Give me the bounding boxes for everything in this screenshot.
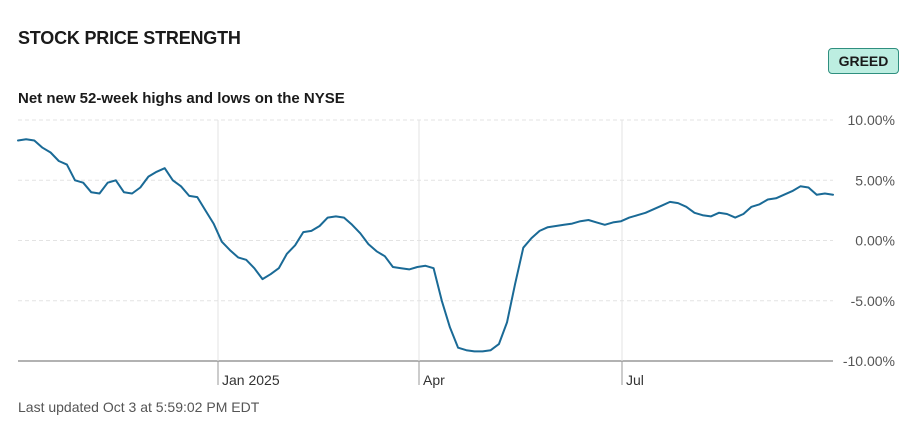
y-tick-label: 10.00% [848,112,895,128]
y-tick-label: 0.00% [855,233,895,249]
y-axis-labels: 10.00% 5.00% 0.00% -5.00% -10.00% [843,112,895,369]
line-layer [17,138,834,353]
x-tick-label: Jul [626,372,644,388]
grid-layer [18,119,833,385]
y-tick-label: -5.00% [851,293,895,309]
last-updated: Last updated Oct 3 at 5:59:02 PM EDT [18,399,260,415]
y-tick-label: 5.00% [855,172,895,188]
series-line [17,138,834,353]
y-tick-label: -10.00% [843,353,895,369]
x-axis-labels: Jan 2025 Apr Jul [222,372,644,388]
chart-subtitle: Net new 52-week highs and lows on the NY… [18,90,345,107]
x-tick-label: Apr [423,372,445,388]
x-tick-label: Jan 2025 [222,372,280,388]
chart-title: STOCK PRICE STRENGTH [18,28,241,48]
sentiment-badge: GREED [828,48,899,74]
